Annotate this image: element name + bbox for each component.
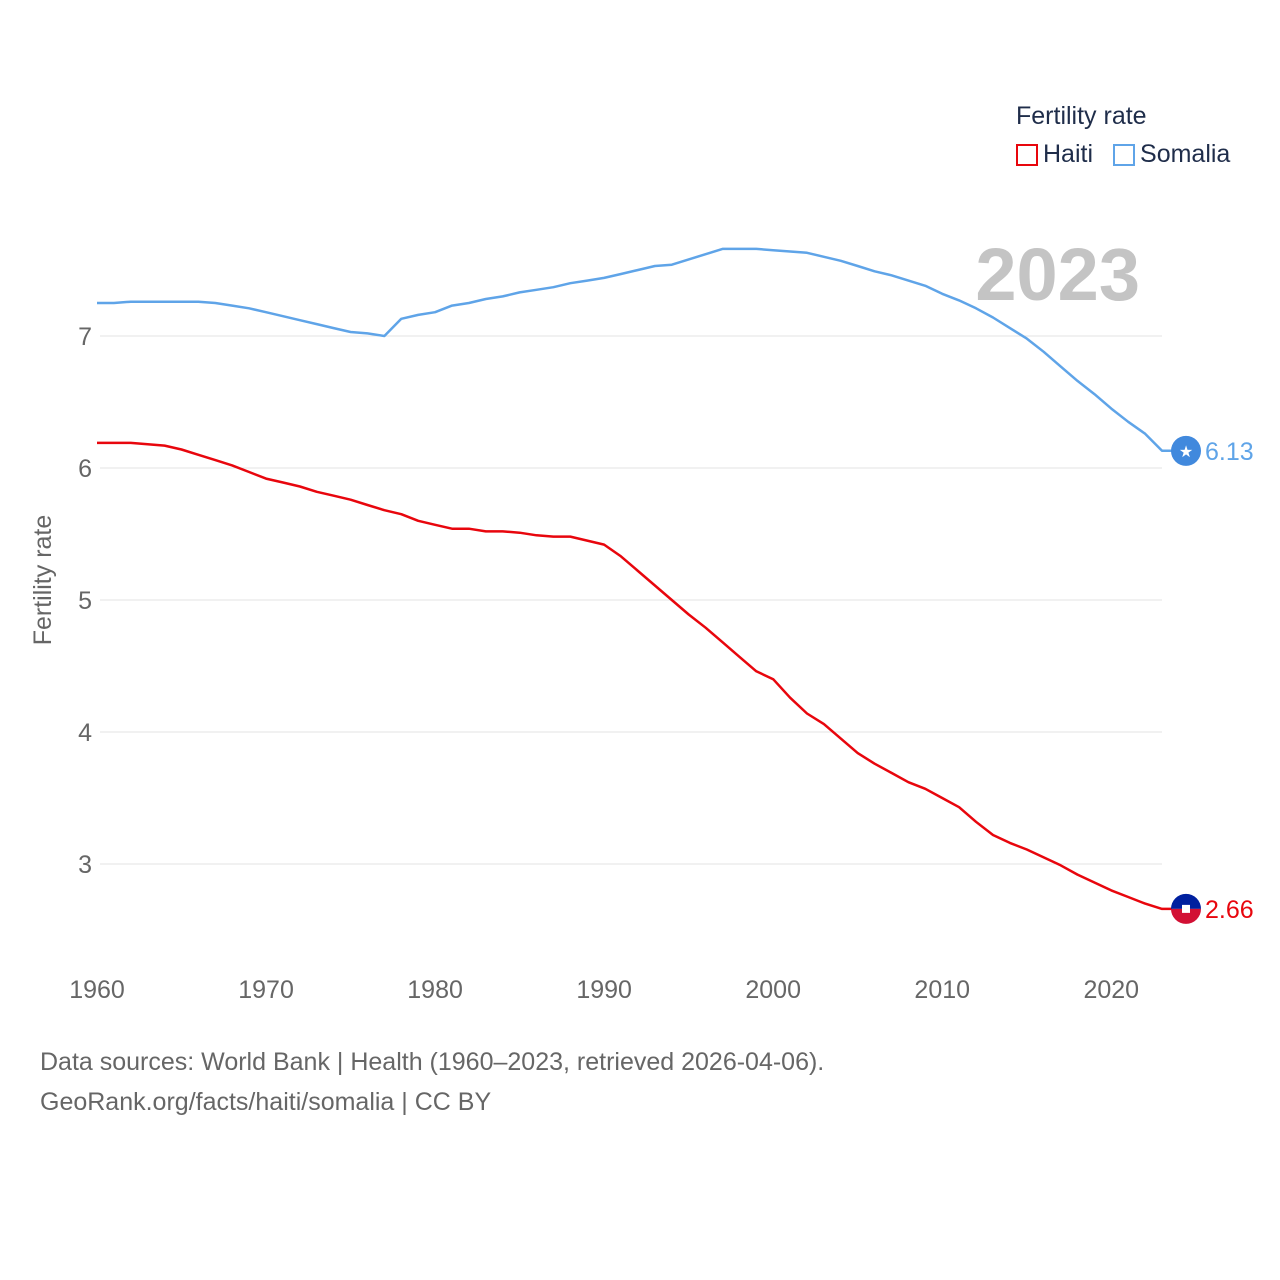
y-tick-label: 4 [78,719,92,747]
x-tick-label: 1990 [576,976,632,1004]
x-tick-label: 1960 [69,976,125,1004]
source-note: Data sources: World Bank | Health (1960–… [40,1042,824,1122]
legend-title: Fertility rate [1016,102,1147,130]
source-line-1: Data sources: World Bank | Health (1960–… [40,1048,825,1076]
gridlines [100,335,1162,865]
series-lines [97,247,1172,911]
x-axis-ticks: 1960 1970 1980 1990 2000 2010 2020 [69,976,1139,1004]
y-tick-label: 3 [78,851,92,879]
x-tick-label: 2020 [1083,976,1139,1004]
haiti-flag-blue [1171,893,1201,909]
haiti-flag-icon [1171,893,1201,924]
y-tick-label: 6 [78,455,92,483]
end-value-label-somalia: 6.13 [1205,438,1254,466]
x-tick-label: 2010 [914,976,970,1004]
end-value-label-haiti: 2.66 [1205,896,1254,924]
legend-label-somalia: Somalia [1140,140,1231,168]
y-axis-label: Fertility rate [29,515,57,646]
legend-label-haiti: Haiti [1043,140,1094,168]
y-tick-label: 7 [78,323,92,351]
y-axis-ticks: 3 4 5 6 7 [78,323,92,879]
x-tick-label: 1970 [238,976,294,1004]
legend-swatch-somalia [1113,143,1136,166]
legend-item-haiti[interactable]: Haiti [1016,140,1093,169]
y-tick-label: 5 [78,587,92,615]
x-tick-label: 1980 [407,976,463,1004]
series-line-somalia [97,247,1172,453]
legend-item-somalia[interactable]: Somalia [1113,140,1230,169]
somalia-flag-icon [1171,435,1201,466]
haiti-flag-emblem [1182,904,1190,913]
haiti-flag-red [1171,908,1201,924]
legend: Fertility rate Haiti Somalia [1016,100,1250,169]
x-tick-label: 2000 [745,976,801,1004]
source-line-2: GeoRank.org/facts/haiti/somalia | CC BY [40,1088,492,1116]
series-line-haiti [97,441,1172,911]
series-endpoints: 2.66 ★ 6.13 [1171,435,1254,924]
star-icon: ★ [1179,442,1193,461]
legend-swatch-haiti [1016,143,1038,166]
year-watermark: 2023 [975,233,1140,316]
